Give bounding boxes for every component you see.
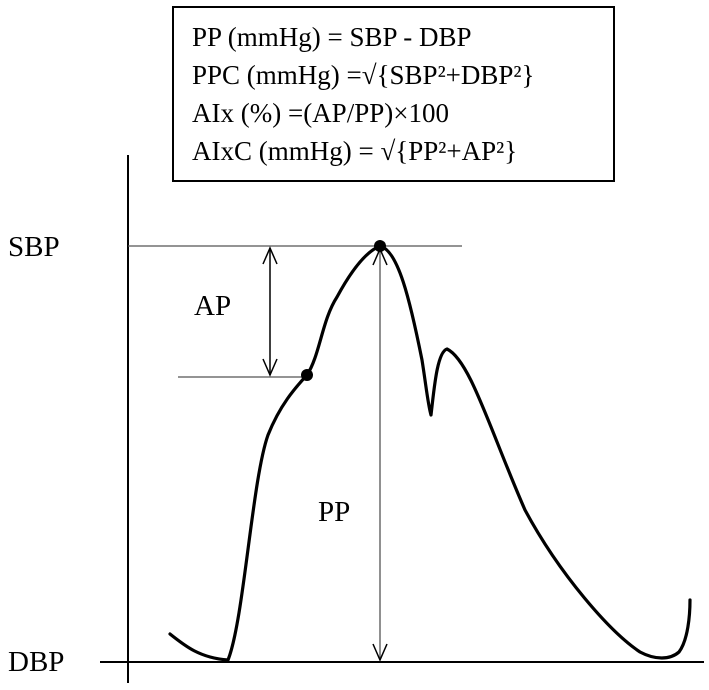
- formula-pp: PP (mmHg) = SBP - DBP: [192, 22, 472, 52]
- inflection-point: [301, 369, 313, 381]
- ap-label: AP: [194, 290, 232, 322]
- formula-box: PP (mmHg) = SBP - DBP PPC (mmHg) =√{SBP²…: [172, 6, 615, 182]
- formula-ppc: PPC (mmHg) =√{SBP²+DBP²}: [192, 60, 535, 90]
- dbp-label: DBP: [8, 646, 65, 678]
- pp-label: PP: [318, 496, 351, 528]
- sbp-label: SBP: [8, 231, 60, 263]
- formula-aixc: AIxC (mmHg) = √{PP²+AP²}: [192, 136, 518, 166]
- formula-aix: AIx (%) =(AP/PP)×100: [192, 98, 449, 128]
- peak-sbp-point: [374, 240, 386, 252]
- pulse-waveform-curve: [168, 244, 692, 662]
